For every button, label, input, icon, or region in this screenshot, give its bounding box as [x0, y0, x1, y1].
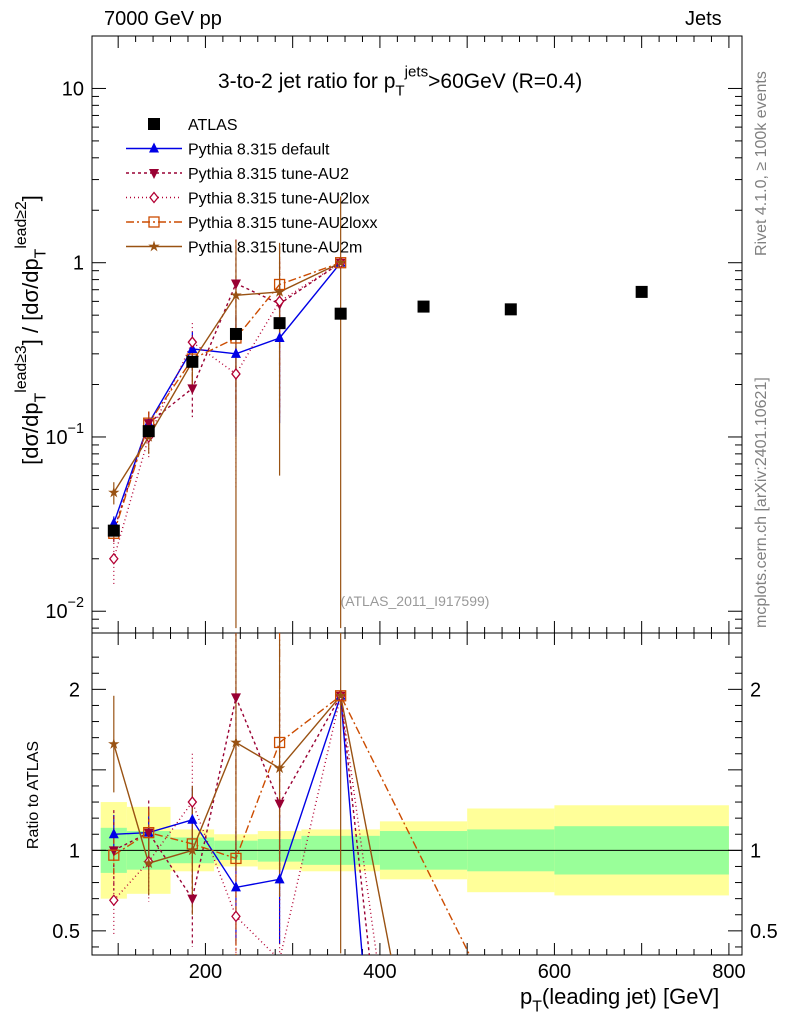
series-4-main-point: [108, 486, 120, 498]
series-0-ratio-point: [108, 828, 119, 839]
x-axis-label: pT(leading jet) [GeV]: [520, 984, 719, 1016]
legend-marker-4: [148, 240, 160, 252]
main-y-axis-label: [dσ/dpTlead≥3] / [dσ/dpTlead≥2]: [13, 195, 50, 465]
atlas-data-point: [229, 327, 242, 340]
x-tick-label: 200: [189, 961, 222, 983]
ratio-y-tick-label-left: 0.5: [52, 921, 80, 943]
series-1-ratio-point: [108, 846, 119, 857]
series-0-ratio-point: [274, 873, 285, 884]
atlas-data-point: [273, 317, 286, 330]
ratio-panel-frame: [91, 632, 743, 956]
chart-labels: 200 400 600 800 10−2 10−1 1 10 0.5 0.5 1 1 2 2 3-to-2 …: [13, 63, 778, 1015]
series-2-ratio-point: [187, 796, 198, 809]
series-2-main-point: [108, 552, 119, 565]
series-3-main-line: [113, 262, 341, 534]
legend-marker-2: [149, 191, 159, 204]
series-1-main-point: [187, 384, 198, 395]
atlas-data-point: [186, 355, 199, 368]
legend-label-0: Pythia 8.315 default: [188, 142, 330, 159]
series-4-ratio-point: [273, 762, 286, 774]
series-0-ratio-point: [187, 813, 198, 824]
series-3-ratio-point: [143, 826, 155, 839]
series-3-ratio-point: [108, 849, 120, 861]
atlas-data-point: [107, 524, 120, 537]
series-0-main-point: [230, 347, 241, 358]
series-1-main-point: [143, 419, 154, 430]
ratio-y-axis-label-group: Ratio to ATLAS: [25, 741, 42, 849]
atlas-data-point: [142, 425, 155, 438]
legend-marker-3: [148, 216, 160, 228]
series-1-ratio-point: [187, 894, 198, 905]
ratio-y-tick-label-right: 2: [750, 679, 761, 701]
x-tick-label: 800: [712, 961, 745, 983]
series-4-main-point: [273, 285, 286, 297]
chart-frame-and-axes: [91, 35, 743, 956]
ratio-y-tick-label-left: 1: [69, 840, 80, 862]
series-lines: [113, 262, 342, 559]
chart-title: 3-to-2 jet ratio for pTjets>60GeV (R=0.4…: [218, 63, 582, 99]
series-4-ratio-point: [230, 736, 242, 748]
series-2-main-point: [274, 295, 285, 308]
x-tick-label: 600: [538, 961, 571, 983]
series-2-main-point: [231, 367, 241, 380]
header-jets-label: Jets: [685, 8, 722, 30]
atlas-data-point: [504, 303, 517, 316]
main-y-tick-label: 1: [73, 253, 84, 275]
series-3-ratio-point: [273, 736, 286, 749]
main-y-axis-label-group: [dσ/dpTlead≥3] / [dσ/dpTlead≥2]: [13, 195, 50, 465]
ratio-y-tick-label-right: 1: [750, 840, 761, 862]
legend-label-3: Pythia 8.315 tune-AU2loxx: [188, 215, 377, 232]
series-0-ratio-point: [230, 881, 241, 892]
series-2-main-line: [113, 262, 342, 559]
ratio-y-tick-label-right: 0.5: [750, 921, 778, 943]
series-1-ratio-point: [143, 828, 154, 839]
atlas-data-point: [635, 285, 648, 298]
series-2-ratio-point: [108, 894, 119, 907]
main-y-tick-label: 10−2: [45, 595, 84, 623]
legend-label-2: Pythia 8.315 tune-AU2lox: [188, 191, 369, 208]
atlas-data-point: [417, 300, 430, 313]
series-4-ratio-point: [143, 857, 155, 869]
series-markers: [107, 256, 648, 923]
series-1-main-point: [230, 279, 241, 290]
series-4-main-point: [335, 256, 347, 268]
legend-atlas-marker: [148, 118, 160, 130]
series-4-main-point: [230, 289, 242, 301]
series-4-ratio-point: [335, 689, 347, 701]
legend-atlas-label: ATLAS: [188, 117, 238, 134]
legend-label-1: Pythia 8.315 tune-AU2: [188, 166, 349, 183]
legend-label-4: Pythia 8.315 tune-AU2m: [188, 240, 362, 257]
main-y-tick-label: 10−1: [45, 421, 84, 449]
series-1-ratio-point: [230, 693, 241, 704]
header-energy-label: 7000 GeV pp: [104, 8, 222, 30]
series-0-main-point: [274, 331, 285, 342]
atlas-data-point: [334, 307, 347, 320]
legend-marker-1: [149, 169, 159, 179]
series-0-main-line: [113, 262, 342, 524]
x-tick-label: 400: [363, 961, 396, 983]
legend: ATLAS Pythia 8.315 default Pythia 8.315 tu…: [126, 117, 377, 257]
series-4-ratio-point: [108, 738, 120, 749]
series-4-ratio-point: [186, 844, 198, 856]
series-2-ratio-point: [231, 910, 241, 923]
series-2-main-point: [187, 336, 198, 349]
main-y-tick-label: 10: [62, 78, 84, 100]
analysis-id: (ATLAS_2011_I917599): [341, 593, 490, 609]
series-1-ratio-point: [274, 799, 285, 810]
ratio-y-tick-label-left: 2: [69, 679, 80, 701]
series-1-main-line: [113, 262, 342, 531]
legend-marker-0: [149, 142, 159, 153]
series-3-ratio-point: [230, 852, 242, 865]
series-4-main-line: [113, 262, 342, 493]
ratio-y-axis-label: Ratio to ATLAS: [25, 741, 42, 849]
